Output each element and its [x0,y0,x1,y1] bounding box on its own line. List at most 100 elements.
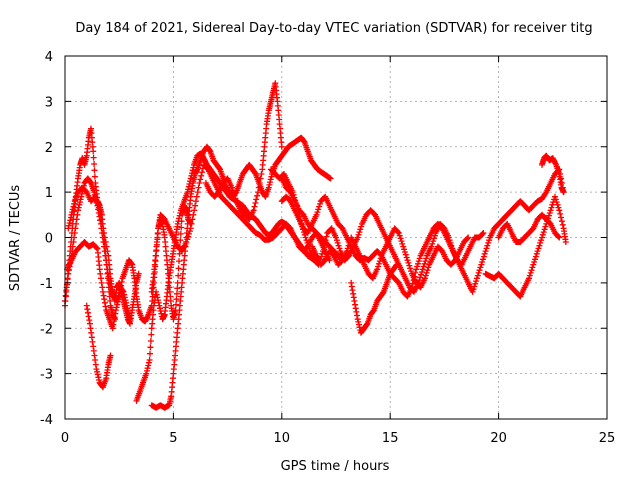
x-tick-label: 15 [382,431,399,446]
data-point [416,255,423,262]
data-point [156,302,163,309]
data-point [232,195,239,202]
data-point [303,237,310,244]
data-point [302,234,309,241]
data-point [199,169,205,176]
data-point [90,347,97,354]
data-point [192,202,199,209]
data-point [469,288,476,295]
data-point [194,189,201,196]
data-point [479,259,486,265]
y-tick-labels: -4 -3 -2 -1 0 1 2 3 4 [40,50,53,428]
data-point [526,275,532,282]
data-point [355,231,362,238]
data-point [101,234,108,241]
data-point [96,207,103,214]
data-point [535,245,542,252]
data-point [555,204,562,211]
y-tick-label: 0 [45,232,53,247]
data-point [88,329,95,336]
data-point [195,184,202,191]
data-point [107,352,114,359]
data-point [480,253,487,260]
data-point [539,234,545,241]
y-tick-label: -4 [40,413,53,428]
data-point [76,201,83,208]
data-point [376,258,383,265]
data-point [536,242,543,249]
data-point [143,370,150,377]
data-point [473,278,480,285]
data-point [143,315,150,322]
data-point [393,261,400,268]
data-point [472,280,479,287]
data-point [71,200,78,207]
data-point [527,269,534,276]
data-point [278,143,285,150]
data-point [401,246,408,253]
data-point [111,314,118,321]
data-point [86,320,93,327]
data-point [186,181,193,187]
x-tick-labels: 0 5 10 15 20 25 [61,431,615,446]
data-point [148,331,155,338]
data-point [178,224,185,231]
data-point [473,275,480,282]
data-point [395,229,401,236]
x-tick-label: 20 [490,431,507,446]
data-point [560,189,567,196]
data-point [192,198,199,205]
data-point [335,242,342,249]
data-point [402,251,409,258]
series-track-14 [65,184,142,327]
data-point [99,288,106,295]
data-point [177,237,184,244]
data-point [375,263,382,270]
series-track-8 [202,80,285,223]
data-point [538,237,545,244]
data-point [92,193,99,200]
data-point [147,344,154,351]
data-point [474,272,481,279]
y-tick-label: -2 [40,322,53,337]
data-point [93,244,100,251]
data-point [102,303,109,310]
data-point [396,232,403,239]
series-track-7 [148,202,194,323]
data-point [314,209,321,216]
data-point [481,250,488,257]
data-point [101,296,108,303]
y-tick-label: 3 [45,95,53,110]
data-point [228,184,235,191]
data-point [417,274,424,281]
data-point [155,297,161,304]
data-point [177,230,184,237]
data-point [176,250,183,257]
x-tick-label: 10 [274,431,291,446]
data-point [114,301,121,308]
y-tick-label: 1 [45,186,53,201]
data-point [173,296,180,303]
data-point [534,248,541,255]
data-point [531,259,538,265]
data-point [430,238,437,245]
data-point [478,261,485,268]
data-point [343,248,350,255]
data-point [95,204,102,211]
data-point [539,231,546,238]
data-point [97,211,104,218]
data-point [91,167,98,174]
series-track-13 [278,175,346,264]
data-point [146,357,153,363]
data-point [401,249,408,255]
data-point [374,266,381,273]
data-point [407,265,414,272]
data-point [266,181,273,188]
data-point [405,259,412,266]
data-point [193,193,200,200]
data-point [556,234,563,241]
data-point [348,283,355,290]
data-point [110,321,117,328]
data-point [479,230,486,237]
data-point [357,226,364,233]
